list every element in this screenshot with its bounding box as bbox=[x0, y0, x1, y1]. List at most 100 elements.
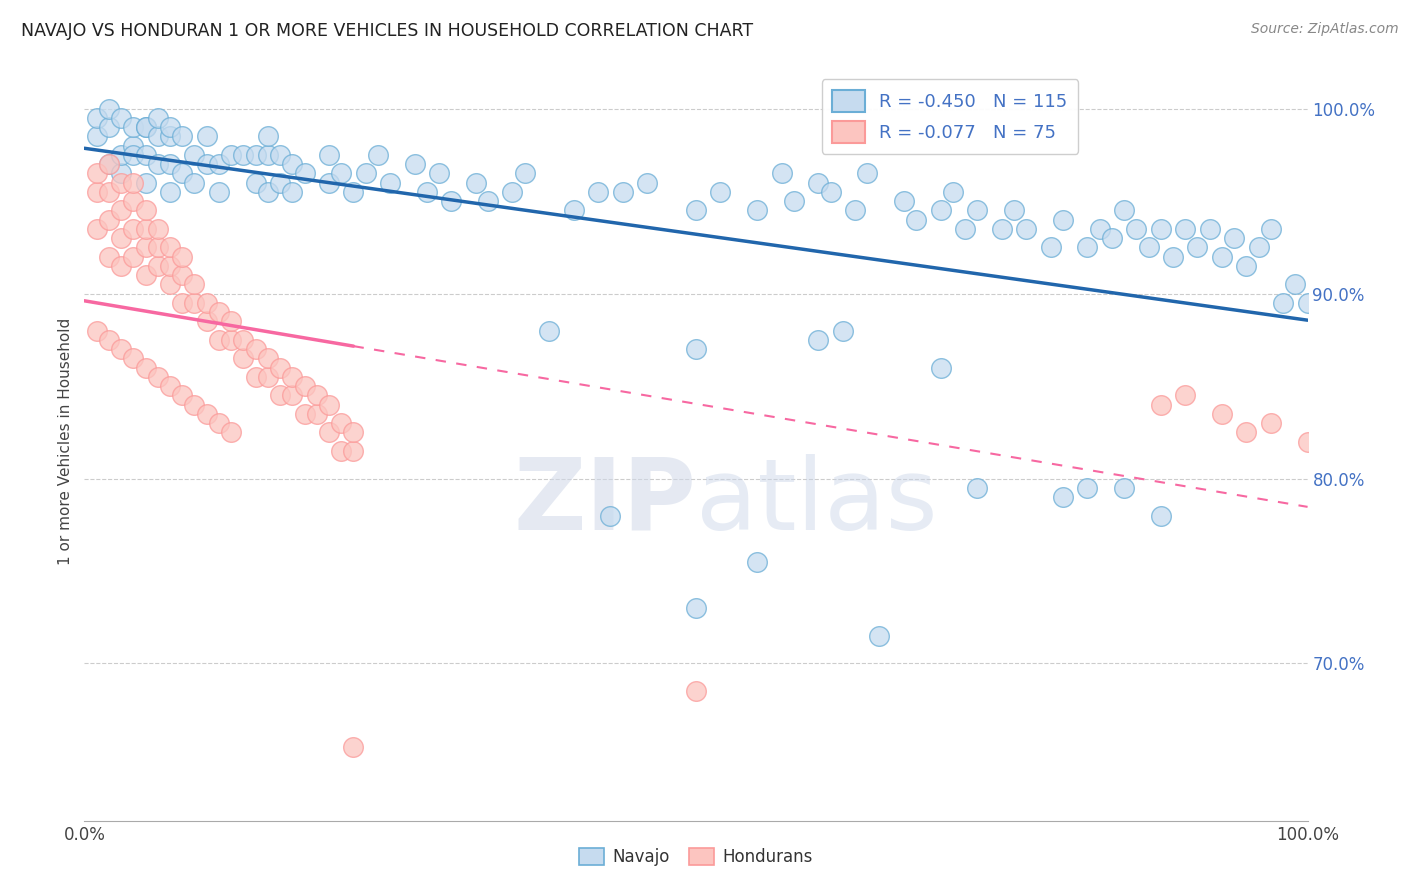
Point bbox=[318, 148, 340, 162]
Point bbox=[269, 360, 291, 375]
Point bbox=[110, 342, 132, 356]
Point bbox=[269, 388, 291, 402]
Point bbox=[318, 398, 340, 412]
Point bbox=[110, 203, 132, 218]
Point bbox=[110, 166, 132, 180]
Point bbox=[612, 185, 634, 199]
Point bbox=[97, 157, 120, 171]
Point bbox=[354, 166, 377, 180]
Point bbox=[110, 176, 132, 190]
Point bbox=[464, 176, 486, 190]
Point bbox=[146, 157, 169, 171]
Point bbox=[110, 111, 132, 125]
Point bbox=[599, 508, 621, 523]
Point bbox=[86, 222, 108, 236]
Point bbox=[1114, 481, 1136, 495]
Point bbox=[1260, 222, 1282, 236]
Point bbox=[269, 176, 291, 190]
Point bbox=[122, 148, 145, 162]
Point bbox=[159, 240, 181, 254]
Point bbox=[135, 148, 157, 162]
Point bbox=[770, 166, 793, 180]
Point bbox=[330, 443, 353, 458]
Point bbox=[966, 203, 988, 218]
Point bbox=[1247, 240, 1270, 254]
Point bbox=[159, 277, 181, 292]
Point bbox=[269, 148, 291, 162]
Point bbox=[97, 157, 120, 171]
Point bbox=[245, 342, 267, 356]
Point bbox=[1125, 222, 1147, 236]
Point bbox=[172, 296, 194, 310]
Point bbox=[159, 259, 181, 273]
Point bbox=[195, 314, 218, 328]
Legend: Navajo, Hondurans: Navajo, Hondurans bbox=[572, 841, 820, 873]
Point bbox=[1150, 398, 1173, 412]
Point bbox=[172, 388, 194, 402]
Point bbox=[219, 314, 242, 328]
Point bbox=[685, 684, 707, 698]
Point bbox=[1076, 481, 1098, 495]
Point bbox=[257, 129, 280, 144]
Point bbox=[1015, 222, 1038, 236]
Point bbox=[1088, 222, 1111, 236]
Point bbox=[1052, 490, 1074, 504]
Point bbox=[783, 194, 806, 208]
Point bbox=[1223, 231, 1246, 245]
Point bbox=[1002, 203, 1025, 218]
Point bbox=[685, 601, 707, 615]
Point bbox=[1236, 425, 1258, 440]
Point bbox=[159, 185, 181, 199]
Point bbox=[1114, 203, 1136, 218]
Text: Source: ZipAtlas.com: Source: ZipAtlas.com bbox=[1251, 22, 1399, 37]
Point bbox=[281, 157, 304, 171]
Point bbox=[110, 259, 132, 273]
Point bbox=[97, 212, 120, 227]
Point bbox=[183, 398, 205, 412]
Point bbox=[208, 416, 231, 430]
Point bbox=[1052, 212, 1074, 227]
Point bbox=[869, 629, 891, 643]
Point bbox=[1150, 222, 1173, 236]
Point bbox=[183, 277, 205, 292]
Point bbox=[502, 185, 524, 199]
Point bbox=[159, 120, 181, 135]
Point bbox=[709, 185, 731, 199]
Point bbox=[219, 148, 242, 162]
Point bbox=[97, 102, 120, 116]
Point bbox=[856, 166, 879, 180]
Point bbox=[208, 305, 231, 319]
Point bbox=[330, 416, 353, 430]
Point bbox=[929, 203, 952, 218]
Point bbox=[380, 176, 402, 190]
Point bbox=[122, 351, 145, 366]
Point bbox=[122, 138, 145, 153]
Text: atlas: atlas bbox=[696, 454, 938, 550]
Point bbox=[97, 333, 120, 347]
Point bbox=[183, 176, 205, 190]
Point bbox=[538, 324, 561, 338]
Point bbox=[893, 194, 915, 208]
Point bbox=[305, 388, 328, 402]
Point bbox=[1161, 250, 1184, 264]
Point bbox=[159, 129, 181, 144]
Point bbox=[86, 166, 108, 180]
Point bbox=[159, 157, 181, 171]
Point bbox=[807, 333, 830, 347]
Point bbox=[367, 148, 389, 162]
Point bbox=[172, 166, 194, 180]
Point bbox=[747, 555, 769, 569]
Point bbox=[1076, 240, 1098, 254]
Point bbox=[342, 739, 364, 754]
Point bbox=[97, 250, 120, 264]
Point bbox=[685, 203, 707, 218]
Point bbox=[477, 194, 499, 208]
Point bbox=[294, 379, 316, 393]
Point bbox=[1137, 240, 1160, 254]
Point bbox=[135, 360, 157, 375]
Point bbox=[427, 166, 450, 180]
Point bbox=[146, 222, 169, 236]
Point bbox=[146, 129, 169, 144]
Point bbox=[208, 333, 231, 347]
Point bbox=[1211, 250, 1233, 264]
